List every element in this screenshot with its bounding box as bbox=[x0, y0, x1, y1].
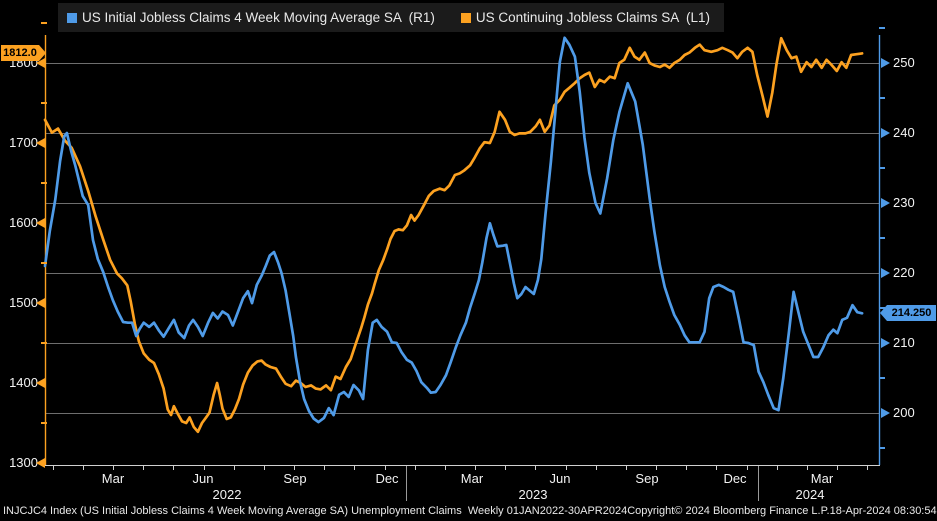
right-axis-tick-arrow-icon bbox=[881, 198, 890, 208]
right-axis-tick-label: 220 bbox=[893, 265, 915, 280]
x-axis-month-tick bbox=[385, 466, 386, 470]
x-axis-month-tick bbox=[535, 466, 536, 470]
x-axis-month-label: Jun bbox=[192, 471, 214, 486]
left-axis-tick-arrow-icon bbox=[36, 218, 45, 228]
left-axis-tick-label: 1700 bbox=[9, 135, 38, 150]
x-axis-month-label: Mar bbox=[101, 471, 125, 486]
x-axis-month-label: Sep bbox=[635, 471, 659, 486]
left-axis-tick-label: 1600 bbox=[9, 215, 38, 230]
x-axis-year-separator bbox=[406, 466, 407, 501]
right-axis-minor-tick bbox=[879, 377, 885, 379]
x-axis-month-tick bbox=[234, 466, 235, 470]
legend-item-label: US Initial Jobless Claims 4 Week Moving … bbox=[82, 10, 435, 25]
right-axis-tick-arrow-icon bbox=[881, 338, 890, 348]
left-axis-minor-tick bbox=[41, 22, 47, 24]
right-axis-minor-tick bbox=[879, 447, 885, 449]
right-axis-tick-label: 240 bbox=[893, 125, 915, 140]
series-line-initial-claims bbox=[43, 36, 864, 424]
right-axis-tick-arrow-icon bbox=[881, 408, 890, 418]
left-axis-tick-arrow-icon bbox=[36, 138, 45, 148]
x-axis-month-tick bbox=[415, 466, 416, 470]
legend-item-label: US Continuing Jobless Claims SA (L1) bbox=[475, 10, 711, 25]
right-axis-minor-tick bbox=[879, 97, 885, 99]
x-axis-month-tick bbox=[264, 466, 265, 470]
right-axis-tick-label: 210 bbox=[893, 335, 915, 350]
legend-swatch-icon bbox=[460, 12, 471, 23]
x-axis-month-tick bbox=[716, 466, 717, 470]
left-axis-tick-arrow-icon bbox=[36, 58, 45, 68]
right-axis-tick-arrow-icon bbox=[881, 128, 890, 138]
x-axis-month-tick bbox=[143, 466, 144, 470]
x-axis-month-tick bbox=[867, 466, 868, 470]
last-value-badge-continuing-claims: 1812.0 bbox=[1, 45, 46, 61]
x-axis-month-tick bbox=[294, 466, 295, 470]
footer-ticker-description: INJCJC4 Index (US Initial Jobless Claims… bbox=[3, 505, 628, 517]
x-axis-month-tick bbox=[566, 466, 567, 470]
right-axis-minor-tick bbox=[879, 27, 885, 29]
right-axis-minor-tick bbox=[879, 167, 885, 169]
x-axis-year-label: 2024 bbox=[795, 487, 825, 502]
x-axis-month-label: Mar bbox=[810, 471, 834, 486]
x-axis-year-separator bbox=[758, 466, 759, 501]
x-axis-month-tick bbox=[807, 466, 808, 470]
x-axis-month-tick bbox=[747, 466, 748, 470]
left-axis-tick-arrow-icon bbox=[36, 458, 45, 468]
x-axis-year-label: 2022 bbox=[212, 487, 242, 502]
left-axis-minor-tick bbox=[41, 102, 47, 104]
x-axis-month-tick bbox=[596, 466, 597, 470]
x-axis-month-tick bbox=[445, 466, 446, 470]
x-axis-month-tick bbox=[173, 466, 174, 470]
footer-datetime: 18-Apr-2024 08:30:54 bbox=[829, 505, 937, 517]
x-axis-month-label: Dec bbox=[723, 471, 747, 486]
x-axis-month-tick bbox=[354, 466, 355, 470]
x-axis-month-tick bbox=[505, 466, 506, 470]
last-value-badge-initial-claims: 214.250 bbox=[880, 305, 936, 321]
left-axis-tick-label: 1500 bbox=[9, 295, 38, 310]
footer-copyright: Copyright© 2024 Bloomberg Finance L.P. bbox=[627, 505, 830, 517]
legend-bar: US Initial Jobless Claims 4 Week Moving … bbox=[58, 3, 725, 32]
right-axis-tick-label: 250 bbox=[893, 55, 915, 70]
right-axis-tick-label: 230 bbox=[893, 195, 915, 210]
legend-item-continuing-claims[interactable]: US Continuing Jobless Claims SA (L1) bbox=[460, 10, 711, 25]
left-axis-minor-tick bbox=[41, 262, 47, 264]
x-axis-month-tick bbox=[83, 466, 84, 470]
x-axis-month-tick bbox=[475, 466, 476, 470]
right-axis-tick-arrow-icon bbox=[881, 268, 890, 278]
x-axis-month-tick bbox=[113, 466, 114, 470]
left-axis-minor-tick bbox=[41, 182, 47, 184]
legend-item-initial-claims[interactable]: US Initial Jobless Claims 4 Week Moving … bbox=[67, 10, 435, 25]
x-axis-year-label: 2023 bbox=[518, 487, 548, 502]
x-axis-month-label: Mar bbox=[460, 471, 484, 486]
x-axis-month-tick bbox=[837, 466, 838, 470]
left-axis-tick-label: 1400 bbox=[9, 375, 38, 390]
left-axis-tick-arrow-icon bbox=[36, 378, 45, 388]
x-axis-month-tick bbox=[686, 466, 687, 470]
legend-swatch-icon bbox=[67, 12, 77, 23]
x-axis-month-tick bbox=[626, 466, 627, 470]
series-line-continuing-claims bbox=[43, 36, 864, 434]
right-axis-tick-label: 200 bbox=[893, 405, 915, 420]
right-axis-minor-tick bbox=[879, 237, 885, 239]
x-axis-month-tick bbox=[53, 466, 54, 470]
left-axis-minor-tick bbox=[41, 342, 47, 344]
x-axis-month-label: Sep bbox=[283, 471, 307, 486]
right-axis-tick-arrow-icon bbox=[881, 58, 890, 68]
x-axis-month-tick bbox=[656, 466, 657, 470]
footer-bar: INJCJC4 Index (US Initial Jobless Claims… bbox=[0, 505, 937, 517]
left-axis-tick-label: 1300 bbox=[9, 455, 38, 470]
x-axis-month-tick bbox=[204, 466, 205, 470]
x-axis-month-tick bbox=[777, 466, 778, 470]
x-axis-month-label: Jun bbox=[549, 471, 571, 486]
left-axis-tick-arrow-icon bbox=[36, 298, 45, 308]
x-axis-month-label: Dec bbox=[375, 471, 399, 486]
left-axis-minor-tick bbox=[41, 422, 47, 424]
x-axis-month-tick bbox=[324, 466, 325, 470]
